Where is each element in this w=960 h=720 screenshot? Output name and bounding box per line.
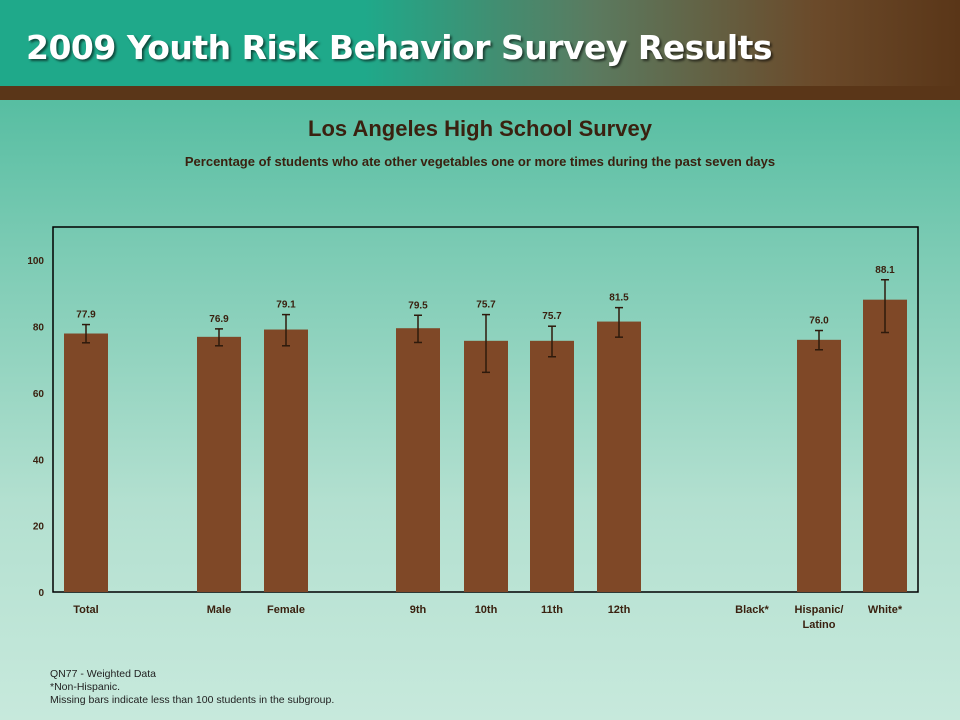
- data-label: 75.7: [476, 300, 496, 311]
- x-tick-label: Male: [207, 604, 231, 616]
- chart-subtitle: Percentage of students who ate other veg…: [184, 154, 776, 169]
- bar: [464, 340, 508, 592]
- footnotes: QN77 - Weighted Data *Non-Hispanic. Miss…: [50, 668, 334, 707]
- x-tick-label: Hispanic/: [795, 604, 844, 616]
- x-tick-label: Female: [267, 604, 305, 616]
- x-tick-label: Latino: [803, 619, 836, 631]
- bar: [597, 321, 641, 592]
- data-label: 79.5: [408, 300, 428, 311]
- y-tick-label: 0: [38, 588, 44, 599]
- y-tick-label: 40: [33, 455, 45, 466]
- x-tick-label: White*: [868, 604, 903, 616]
- bar: [396, 328, 440, 592]
- x-tick-label: Black*: [735, 604, 769, 616]
- data-label: 76.9: [209, 314, 229, 325]
- page-title: 2009 Youth Risk Behavior Survey Results: [26, 28, 773, 67]
- data-label: 81.5: [609, 293, 629, 304]
- x-tick-label: 10th: [475, 604, 498, 616]
- data-label: 76.0: [809, 316, 829, 327]
- x-tick-label: 11th: [541, 604, 563, 616]
- footnote-missing-bars: Missing bars indicate less than 100 stud…: [50, 694, 335, 706]
- footnote-non-hispanic: *Non-Hispanic.: [50, 681, 121, 693]
- y-tick-label: 60: [33, 389, 45, 400]
- bar: [797, 339, 841, 592]
- data-label: 75.7: [542, 311, 562, 322]
- y-tick-label: 100: [27, 256, 44, 267]
- header-banner: [0, 0, 960, 86]
- bar: [863, 299, 907, 592]
- footnote-data-source: QN77 - Weighted Data: [50, 668, 157, 680]
- bar: [197, 336, 241, 592]
- chart-title: Los Angeles High School Survey: [308, 116, 652, 141]
- data-label: 77.9: [76, 310, 96, 321]
- data-label: 79.1: [276, 300, 296, 311]
- y-tick-label: 80: [33, 323, 45, 334]
- bar: [530, 340, 574, 592]
- data-label: 88.1: [875, 265, 895, 276]
- x-tick-label: 9th: [410, 604, 427, 616]
- y-tick-label: 20: [33, 522, 45, 533]
- x-tick-label: 12th: [608, 604, 631, 616]
- x-tick-label: Total: [73, 604, 98, 616]
- bar: [264, 329, 308, 592]
- bar: [64, 333, 108, 592]
- header-rule: [0, 86, 960, 100]
